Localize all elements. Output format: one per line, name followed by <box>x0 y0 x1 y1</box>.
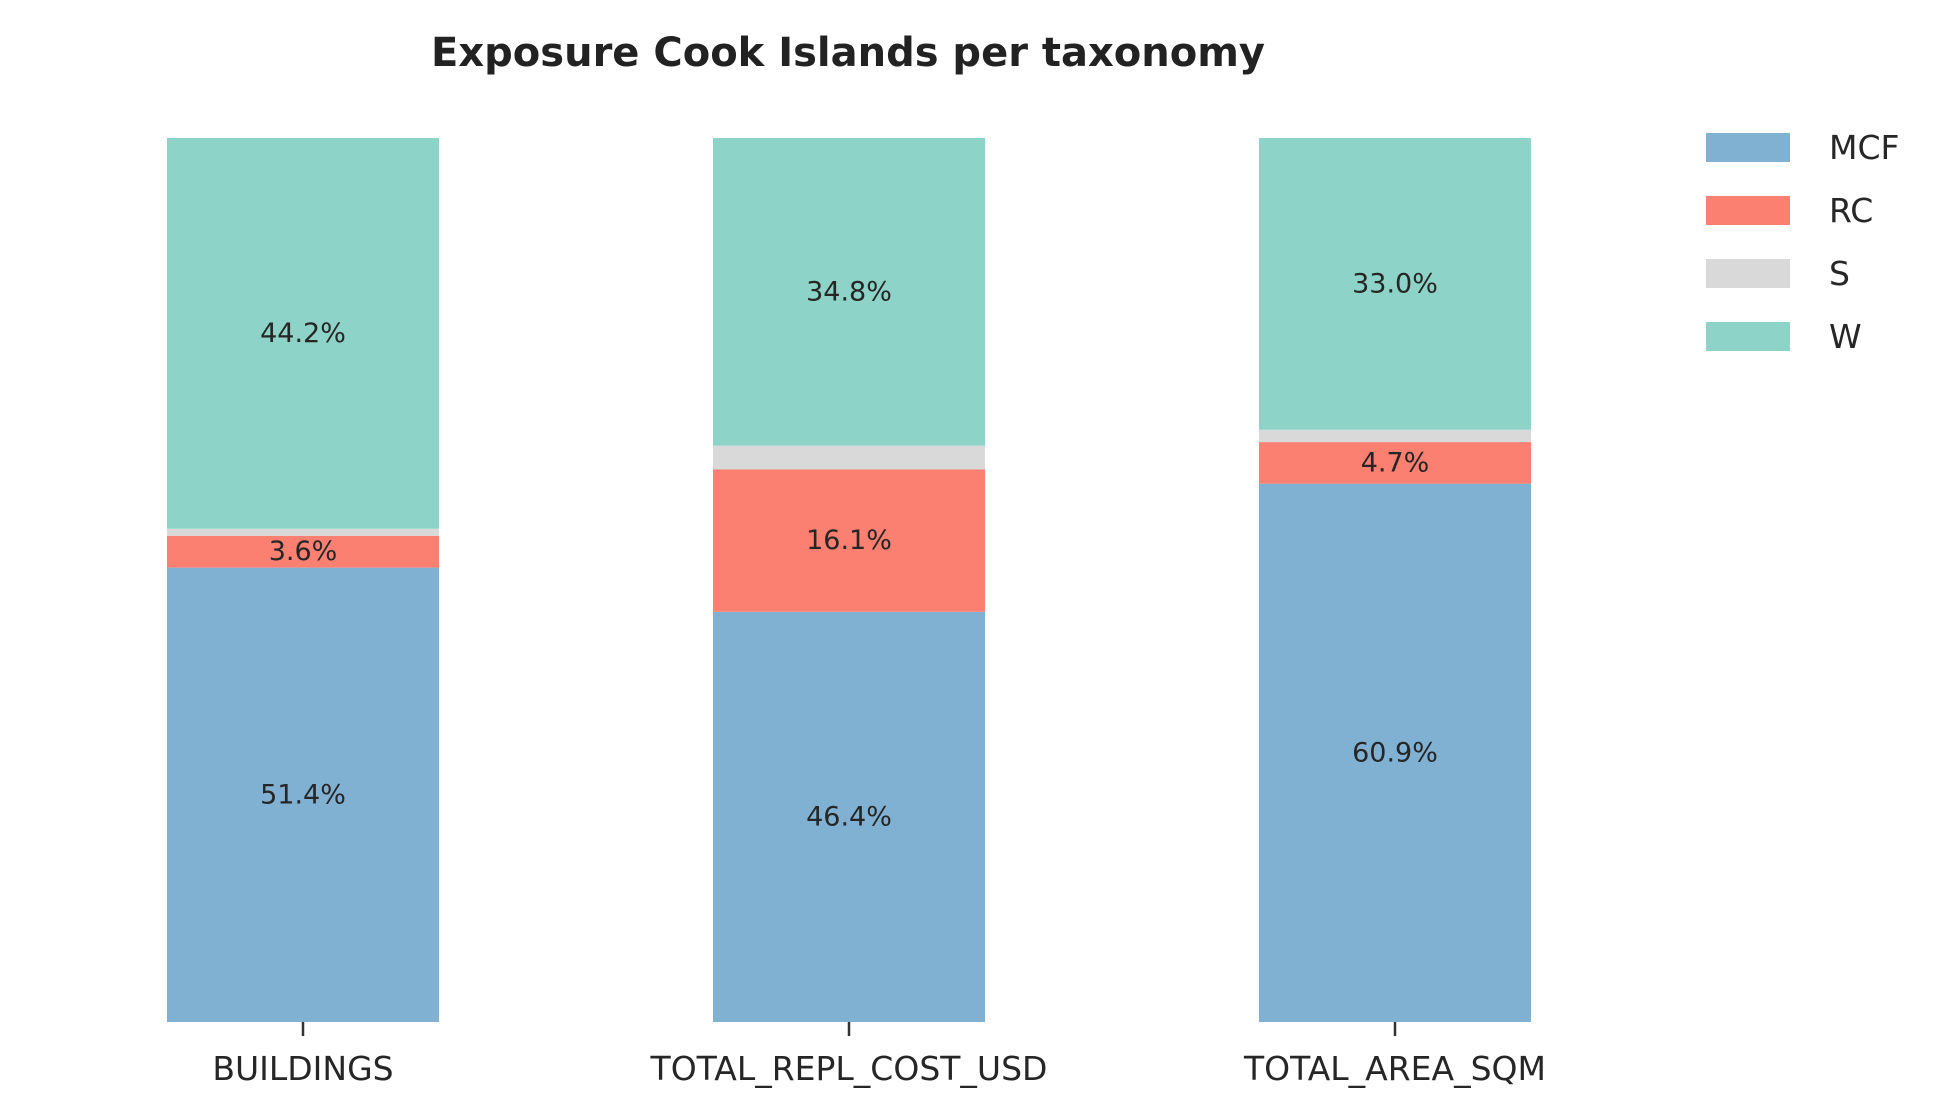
data-label-mcf-total_repl_cost_usd: 46.4% <box>806 801 892 832</box>
bar-segment-mcf-buildings <box>167 567 439 1022</box>
bar-segment-rc-total_repl_cost_usd <box>713 469 985 612</box>
x-tick-label: BUILDINGS <box>212 1049 393 1088</box>
x-axis: BUILDINGS TOTAL_REPL_COST_USD TOTAL_AREA_S… <box>212 1022 1546 1088</box>
data-label-mcf-buildings: 51.4% <box>260 779 346 810</box>
bar-value-labels: 51.4% 3.6% 44.2% 46.4% 16.1% 34.8% 60.9% 4.7% 33… <box>260 268 1438 832</box>
bar-segment-mcf-total_repl_cost_usd <box>713 611 985 1022</box>
legend-swatch-rc <box>1706 196 1790 225</box>
bar-segment-w-total_area_sqm <box>1259 138 1531 430</box>
data-label-mcf-total_area_sqm: 60.9% <box>1352 737 1438 768</box>
data-label-rc-buildings: 3.6% <box>269 536 338 567</box>
legend-label-w: W <box>1829 317 1862 356</box>
bar-segment-w-buildings <box>167 138 439 529</box>
data-label-w-buildings: 44.2% <box>260 318 346 349</box>
bar-segment-w-total_repl_cost_usd <box>713 138 985 446</box>
chart-title: Exposure Cook Islands per taxonomy <box>431 30 1265 76</box>
data-label-rc-total_repl_cost_usd: 16.1% <box>806 525 892 556</box>
bar-segment-rc-total_area_sqm <box>1259 442 1531 484</box>
bar-segment-mcf-total_area_sqm <box>1259 483 1531 1022</box>
legend-swatch-w <box>1706 322 1790 351</box>
bar-segment-s-total_repl_cost_usd <box>713 445 985 470</box>
legend-label-mcf: MCF <box>1829 128 1900 167</box>
data-label-w-total_repl_cost_usd: 34.8% <box>806 276 892 307</box>
x-tick-label: TOTAL_AREA_SQM <box>1243 1049 1546 1088</box>
legend-swatch-s <box>1706 259 1790 288</box>
bar-segment-rc-buildings <box>167 535 439 568</box>
bars-group <box>167 138 1531 1022</box>
x-tick-label: TOTAL_REPL_COST_USD <box>650 1049 1048 1088</box>
legend-label-rc: RC <box>1829 191 1873 230</box>
bar-segment-s-buildings <box>167 528 439 536</box>
data-label-w-total_area_sqm: 33.0% <box>1352 268 1438 299</box>
data-label-rc-total_area_sqm: 4.7% <box>1361 447 1430 478</box>
legend-label-s: S <box>1829 254 1850 293</box>
bar-segment-s-total_area_sqm <box>1259 429 1531 443</box>
legend: MCF RC SW <box>1706 128 1900 356</box>
legend-swatch-mcf <box>1706 133 1790 162</box>
